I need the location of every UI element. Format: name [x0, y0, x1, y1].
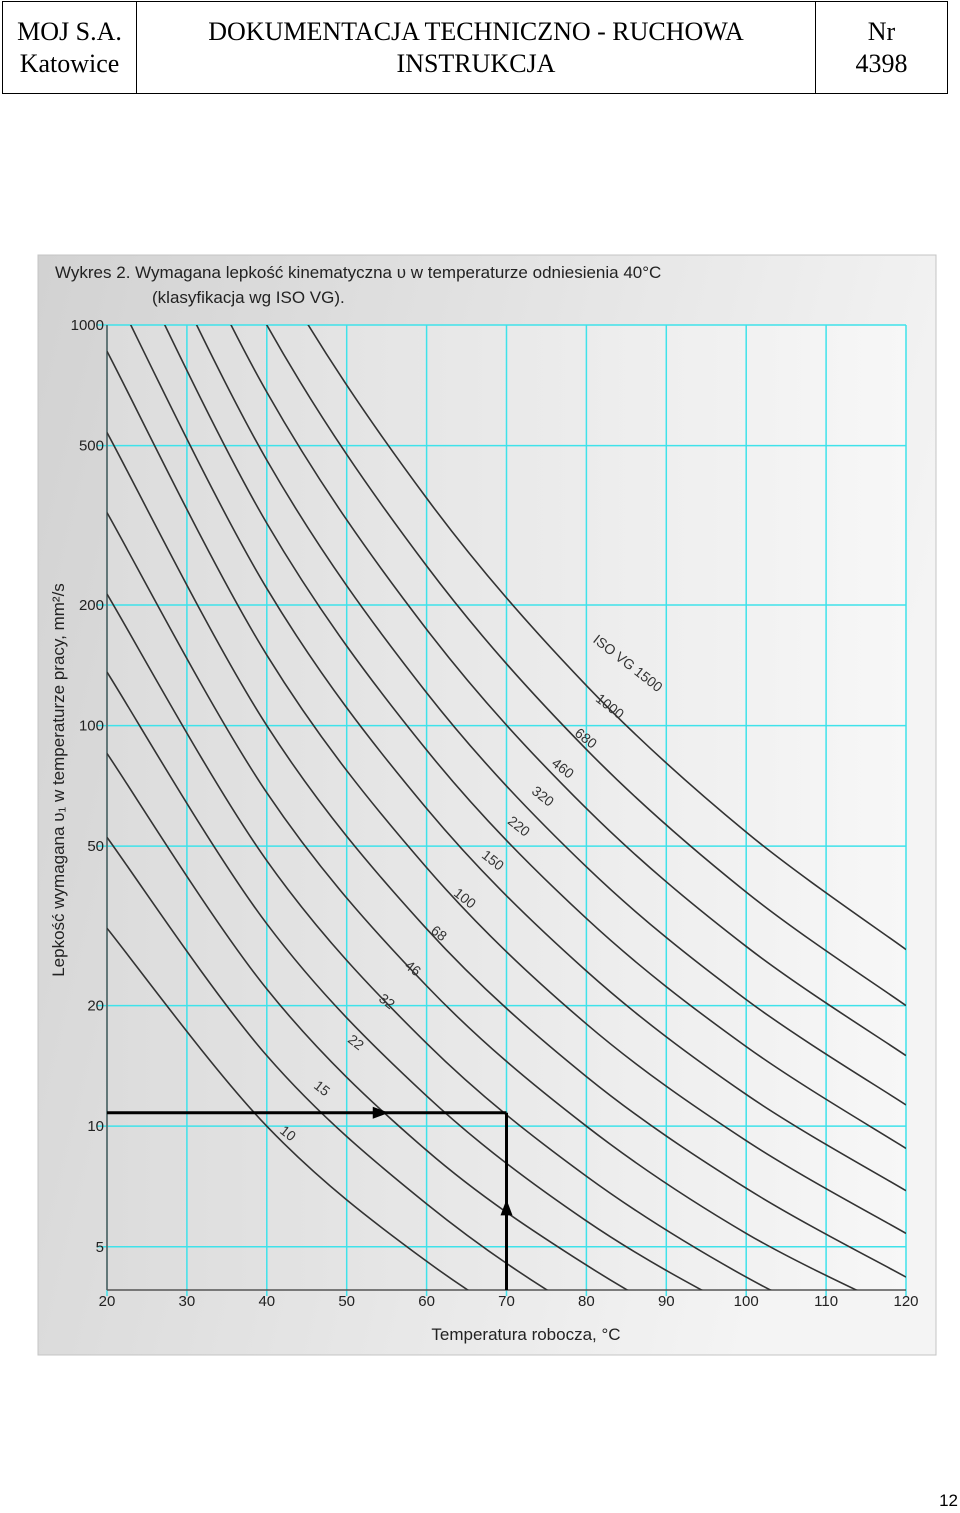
y-tick-label: 20: [87, 998, 104, 1015]
y-tick-label: 500: [79, 438, 104, 455]
y-tick-label: 10: [87, 1118, 104, 1135]
doc-subtitle: INSTRUKCJA: [396, 48, 556, 78]
doc-title: DOKUMENTACJA TECHNICZNO - RUCHOWA: [208, 16, 744, 46]
viscosity-curve: [107, 512, 859, 1290]
viscosity-curve: [107, 836, 549, 1290]
doc-number: 4398: [855, 48, 908, 78]
x-tick-label: 60: [418, 1293, 435, 1310]
y-tick-label: 50: [87, 838, 104, 855]
x-tick-label: 40: [258, 1293, 275, 1310]
viscosity-curve: [265, 325, 906, 1007]
viscosity-curve: [195, 325, 906, 1106]
page-number: 12: [939, 1491, 958, 1510]
viscosity-curve: [129, 325, 906, 1192]
chart-title: Wykres 2. Wymagana lepkość kinematyczna …: [55, 263, 661, 282]
viscosity-curve: [163, 325, 906, 1150]
viscosity-curve: [107, 927, 470, 1290]
y-tick-label: 5: [96, 1239, 104, 1256]
viscosity-curve: [107, 753, 629, 1290]
x-tick-label: 110: [814, 1293, 838, 1310]
title-cell: DOKUMENTACJA TECHNICZNO - RUCHOWA INSTRU…: [136, 1, 816, 94]
grid: 20 30 40 50 60 70 80 90 100 110 120 5 10 20 50 100 200 50…: [71, 317, 919, 1310]
company-name: MOJ S.A.: [17, 16, 122, 46]
y-axis-label: Lepkość wymagana υ₁ w temperaturze pracy…: [49, 583, 68, 977]
x-tick-label: 100: [734, 1293, 759, 1310]
guide-arrowhead: [500, 1199, 513, 1216]
x-axis-label: Temperatura robocza, °C: [431, 1325, 620, 1344]
company-cell: MOJ S.A. Katowice: [2, 1, 137, 94]
guide-arrowhead: [372, 1106, 389, 1119]
header-row: MOJ S.A. Katowice DOKUMENTACJA TECHNICZN…: [2, 1, 948, 94]
company-city: Katowice: [19, 48, 120, 78]
number-label: Nr: [867, 16, 896, 46]
x-tick-label: 120: [893, 1293, 918, 1310]
x-tick-label: 30: [179, 1293, 196, 1310]
viscosity-curve: [107, 432, 906, 1278]
viscosity-curve: [107, 593, 773, 1290]
number-cell: Nr 4398: [815, 1, 948, 94]
header-table: MOJ S.A. Katowice DOKUMENTACJA TECHNICZN…: [2, 1, 948, 94]
x-tick-label: 80: [578, 1293, 595, 1310]
x-tick-label: 70: [498, 1293, 515, 1310]
curves: [107, 325, 906, 1290]
chart: Wykres 2. Wymagana lepkość kinematyczna …: [37, 254, 937, 1356]
viscosity-curve: [307, 325, 906, 951]
viscosity-curve: [230, 325, 906, 1057]
y-tick-label: 100: [79, 718, 104, 735]
viscosity-curve: [107, 671, 704, 1290]
x-tick-label: 50: [338, 1293, 355, 1310]
y-tick-label: 200: [79, 597, 104, 614]
x-tick-label: 90: [658, 1293, 675, 1310]
y-tick-label: 1000: [71, 317, 104, 334]
x-tick-label: 20: [99, 1293, 116, 1310]
chart-subtitle: (klasyfikacja wg ISO VG).: [152, 288, 345, 307]
viscosity-curve: [107, 350, 906, 1235]
